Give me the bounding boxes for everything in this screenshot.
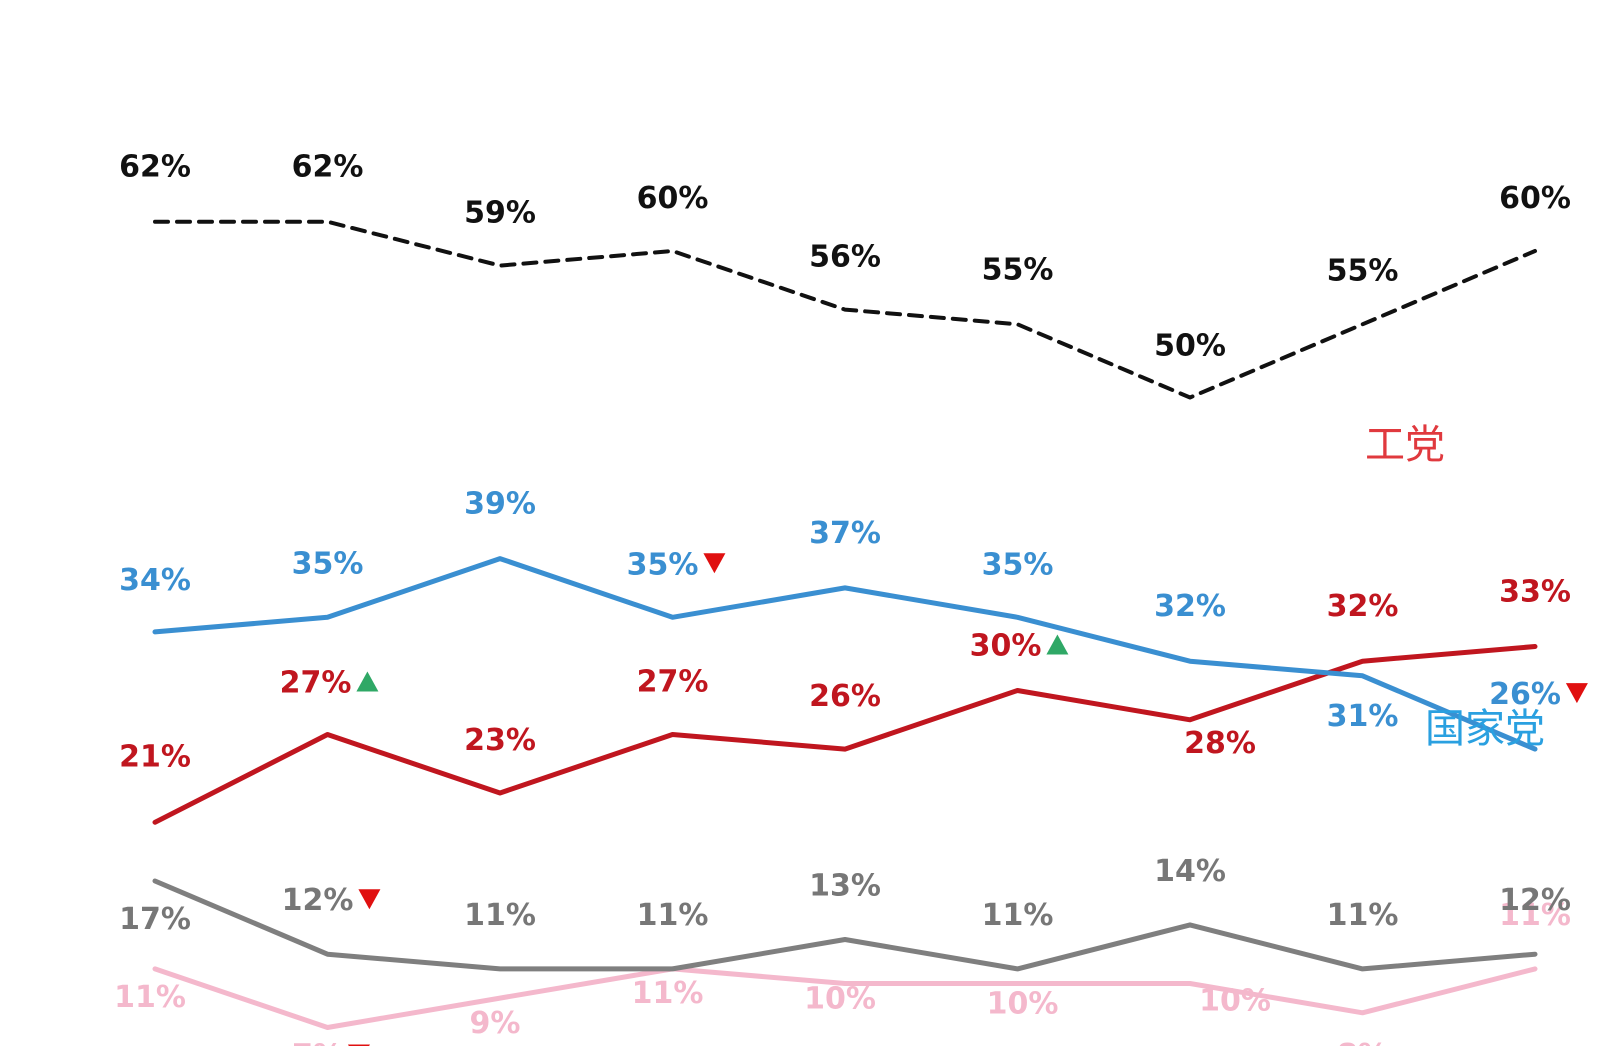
data-label-labour: 26% — [809, 679, 881, 714]
data-label-national: 32% — [1154, 589, 1226, 624]
data-label-national: 35% — [982, 547, 1054, 582]
data-label-grey: 12% — [282, 883, 354, 918]
data-label-labour: 21% — [119, 739, 191, 774]
data-label-pink: 10% — [987, 987, 1059, 1022]
data-label-total: 59% — [464, 196, 536, 231]
data-label-labour: 33% — [1499, 575, 1571, 610]
data-label-grey: 11% — [1327, 898, 1399, 933]
series-name-label-labour: 工党 — [1365, 422, 1445, 468]
data-label-pink: 7% — [292, 1039, 343, 1046]
data-label-national: 35% — [627, 547, 699, 582]
data-label-total: 56% — [809, 240, 881, 275]
data-label-national: 26% — [1489, 677, 1561, 712]
data-label-pink: 10% — [1199, 984, 1271, 1019]
data-label-national: 31% — [1327, 699, 1399, 734]
series-name-label-national: 国家党 — [1425, 706, 1545, 752]
down-arrow-icon — [358, 889, 381, 910]
series-line-grey — [152, 878, 1538, 972]
up-arrow-icon — [356, 671, 379, 692]
data-label-labour: 28% — [1184, 726, 1256, 761]
data-label-total: 55% — [982, 252, 1054, 287]
data-label-labour: 27% — [637, 665, 709, 700]
series-line-labour — [152, 644, 1538, 825]
data-label-pink: 11% — [632, 976, 704, 1011]
down-arrow-icon — [703, 553, 726, 574]
data-label-national: 39% — [464, 487, 536, 522]
data-label-labour: 32% — [1327, 589, 1399, 624]
data-label-grey: 11% — [637, 898, 709, 933]
data-label-labour: 23% — [464, 723, 536, 758]
data-label-pink: 10% — [804, 982, 876, 1017]
down-arrow-icon — [1565, 683, 1588, 704]
data-label-labour: 27% — [280, 666, 352, 701]
data-label-labour: 30% — [970, 629, 1042, 664]
data-label-national: 35% — [292, 546, 364, 581]
data-label-grey: 12% — [1499, 883, 1571, 918]
data-label-total: 60% — [1499, 181, 1571, 216]
data-label-pink: 9% — [470, 1006, 521, 1041]
series-line-total — [153, 219, 1537, 400]
data-label-pink: 11% — [1499, 898, 1571, 933]
data-label-total: 62% — [292, 150, 364, 185]
data-label-grey: 11% — [464, 898, 536, 933]
data-label-grey: 11% — [982, 898, 1054, 933]
data-label-pink: 8% — [1337, 1038, 1388, 1046]
data-label-grey: 13% — [809, 869, 881, 904]
data-label-total: 62% — [119, 150, 191, 185]
data-label-grey: 17% — [119, 902, 191, 937]
data-label-national: 34% — [119, 563, 191, 598]
data-label-total: 50% — [1154, 329, 1226, 364]
data-label-grey: 14% — [1154, 854, 1226, 889]
data-label-national: 37% — [809, 516, 881, 551]
up-arrow-icon — [1046, 634, 1069, 655]
series-line-national — [152, 556, 1538, 752]
data-label-pink: 11% — [114, 980, 186, 1015]
series-line-pink — [152, 966, 1538, 1030]
data-label-total: 60% — [637, 181, 709, 216]
data-label-total: 55% — [1327, 253, 1399, 288]
